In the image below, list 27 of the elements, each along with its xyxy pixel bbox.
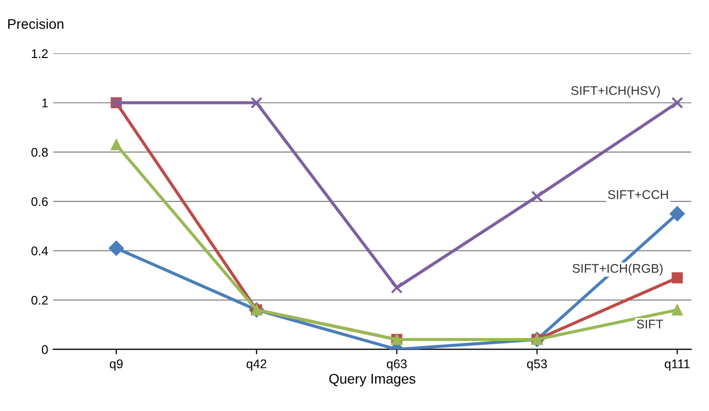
point <box>670 206 685 222</box>
y-tick-label: 0.2 <box>31 296 48 305</box>
series-label: SIFT <box>636 320 664 329</box>
y-tick-label: 0.4 <box>31 246 48 256</box>
point <box>672 272 683 284</box>
y-tick-label: 1.2 <box>32 49 48 58</box>
point <box>531 190 543 202</box>
point <box>671 96 684 109</box>
y-tick-label: 0.8 <box>31 148 48 157</box>
point <box>672 304 683 316</box>
point <box>250 96 262 109</box>
x-tick-label: q63 <box>386 359 407 371</box>
series-label: SIFT+ICH(HSV) <box>571 86 660 98</box>
y-axis-title: Precision <box>8 18 64 29</box>
y-tick-label: 0 <box>42 345 48 354</box>
series-label: SIFT+CCH <box>608 190 668 200</box>
x-tick-label: q111 <box>664 360 690 371</box>
x-tick-label: q53 <box>527 359 547 371</box>
y-tick-label: 1 <box>42 98 48 108</box>
point <box>110 139 122 150</box>
y-tick-label: 0.6 <box>31 197 48 206</box>
point <box>108 240 124 256</box>
x-axis-title: Query Images <box>329 374 416 386</box>
x-tick-label: q42 <box>246 359 266 371</box>
x-tick-label: q9 <box>110 359 123 371</box>
point <box>390 282 403 294</box>
series-label: SIFT+ICH(RGB) <box>572 264 663 276</box>
